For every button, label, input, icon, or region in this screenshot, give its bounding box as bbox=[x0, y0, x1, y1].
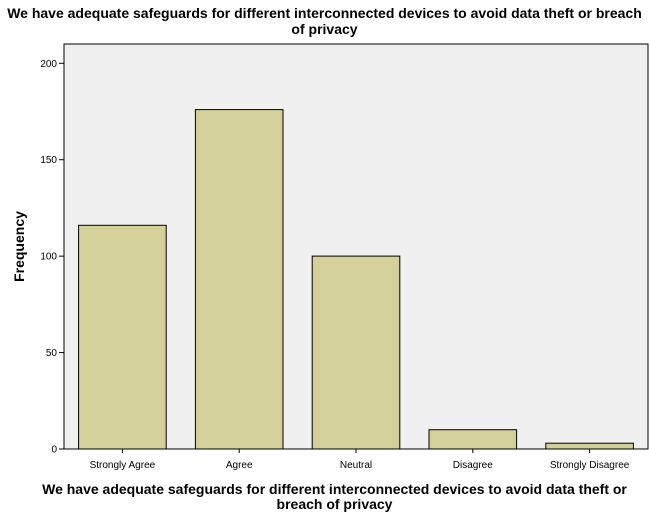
bar-disagree bbox=[428, 429, 518, 450]
y-tick-label: 100 bbox=[40, 252, 57, 263]
x-tick-label: Strongly Agree bbox=[90, 460, 156, 471]
x-tick-label: Agree bbox=[226, 460, 253, 471]
bar-strongly-disagree bbox=[545, 442, 634, 450]
bar-neutral bbox=[311, 255, 401, 450]
x-tick-label: Neutral bbox=[340, 460, 372, 471]
bar-agree bbox=[194, 109, 284, 450]
y-tick-label: 50 bbox=[46, 348, 58, 359]
bar-strongly-agree bbox=[78, 224, 167, 450]
x-tick-label: Disagree bbox=[453, 460, 493, 471]
chart-title: We have adequate safeguards for differen… bbox=[7, 5, 642, 37]
y-tick-label: 0 bbox=[51, 445, 57, 456]
y-tick-label: 200 bbox=[40, 59, 57, 70]
bars-group bbox=[78, 109, 634, 450]
y-axis-ticks: 0 50 100 150 200 bbox=[40, 59, 64, 456]
x-axis-label: We have adequate safeguards for differen… bbox=[42, 481, 627, 512]
x-tick-label: Strongly Disagree bbox=[550, 460, 630, 471]
y-tick-label: 150 bbox=[40, 155, 57, 166]
y-axis-label: Frequency bbox=[11, 211, 27, 282]
x-axis-ticks: Strongly Agree Agree Neutral Disagree Strong… bbox=[90, 449, 630, 471]
